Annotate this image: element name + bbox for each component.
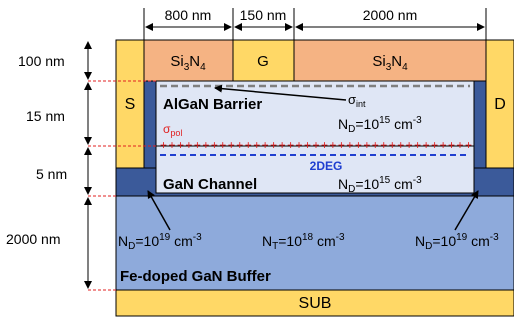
- buffer-doping-right: ND=1019 cm-3: [415, 232, 499, 252]
- channel-title: GaN Channel: [163, 176, 257, 193]
- nitride-right-label: Si3N4: [372, 53, 408, 73]
- dim-label-2000: 2000 nm: [363, 7, 417, 23]
- channel-light-layer: [155, 145, 475, 194]
- sigma-pol-label: σpol: [163, 122, 182, 138]
- buffer-layer: [115, 195, 514, 291]
- buffer-title: Fe-doped GaN Buffer: [120, 268, 271, 285]
- nitride-right: [293, 39, 487, 82]
- left-sidewall: [143, 80, 157, 169]
- sigma-int-arrow: [214, 84, 347, 101]
- buffer-trap-density: NT=1018 cm-3: [262, 232, 345, 252]
- polarization-charges: +++++++++++++++++++++++++++++++++++++: [160, 138, 472, 152]
- source-label: S: [125, 96, 136, 113]
- nitride-left: [143, 39, 234, 82]
- buffer-right-arrow: [454, 190, 479, 231]
- sigma-int-label: σint: [348, 92, 366, 109]
- barrier-title: AlGaN Barrier: [163, 96, 262, 113]
- channel-doping: ND=1015 cm-3: [338, 175, 422, 195]
- source-contact: [115, 39, 145, 169]
- substrate-layer: [115, 289, 514, 317]
- dim-label-150: 150 nm: [240, 7, 287, 23]
- dim-label-15nm: 15 nm: [26, 108, 65, 124]
- twodeg-label: 2DEG: [310, 159, 343, 173]
- right-sidewall: [473, 80, 487, 169]
- dim-label-800: 800 nm: [165, 7, 212, 23]
- gate-label: G: [257, 53, 269, 70]
- barrier-layer: [155, 80, 475, 147]
- drain-label: D: [494, 96, 506, 113]
- buffer-left-arrow: [147, 190, 171, 231]
- dim-label-100nm: 100 nm: [18, 53, 65, 69]
- drain-contact: [485, 39, 514, 169]
- barrier-doping: ND=1015 cm-3: [338, 115, 422, 135]
- dim-label-5nm: 5 nm: [36, 166, 67, 182]
- buffer-doping-left: ND=1019 cm-3: [118, 232, 202, 252]
- dim-label-2000nm: 2000 nm: [6, 231, 60, 247]
- substrate-label: SUB: [299, 295, 332, 312]
- nitride-left-label: Si3N4: [170, 53, 206, 73]
